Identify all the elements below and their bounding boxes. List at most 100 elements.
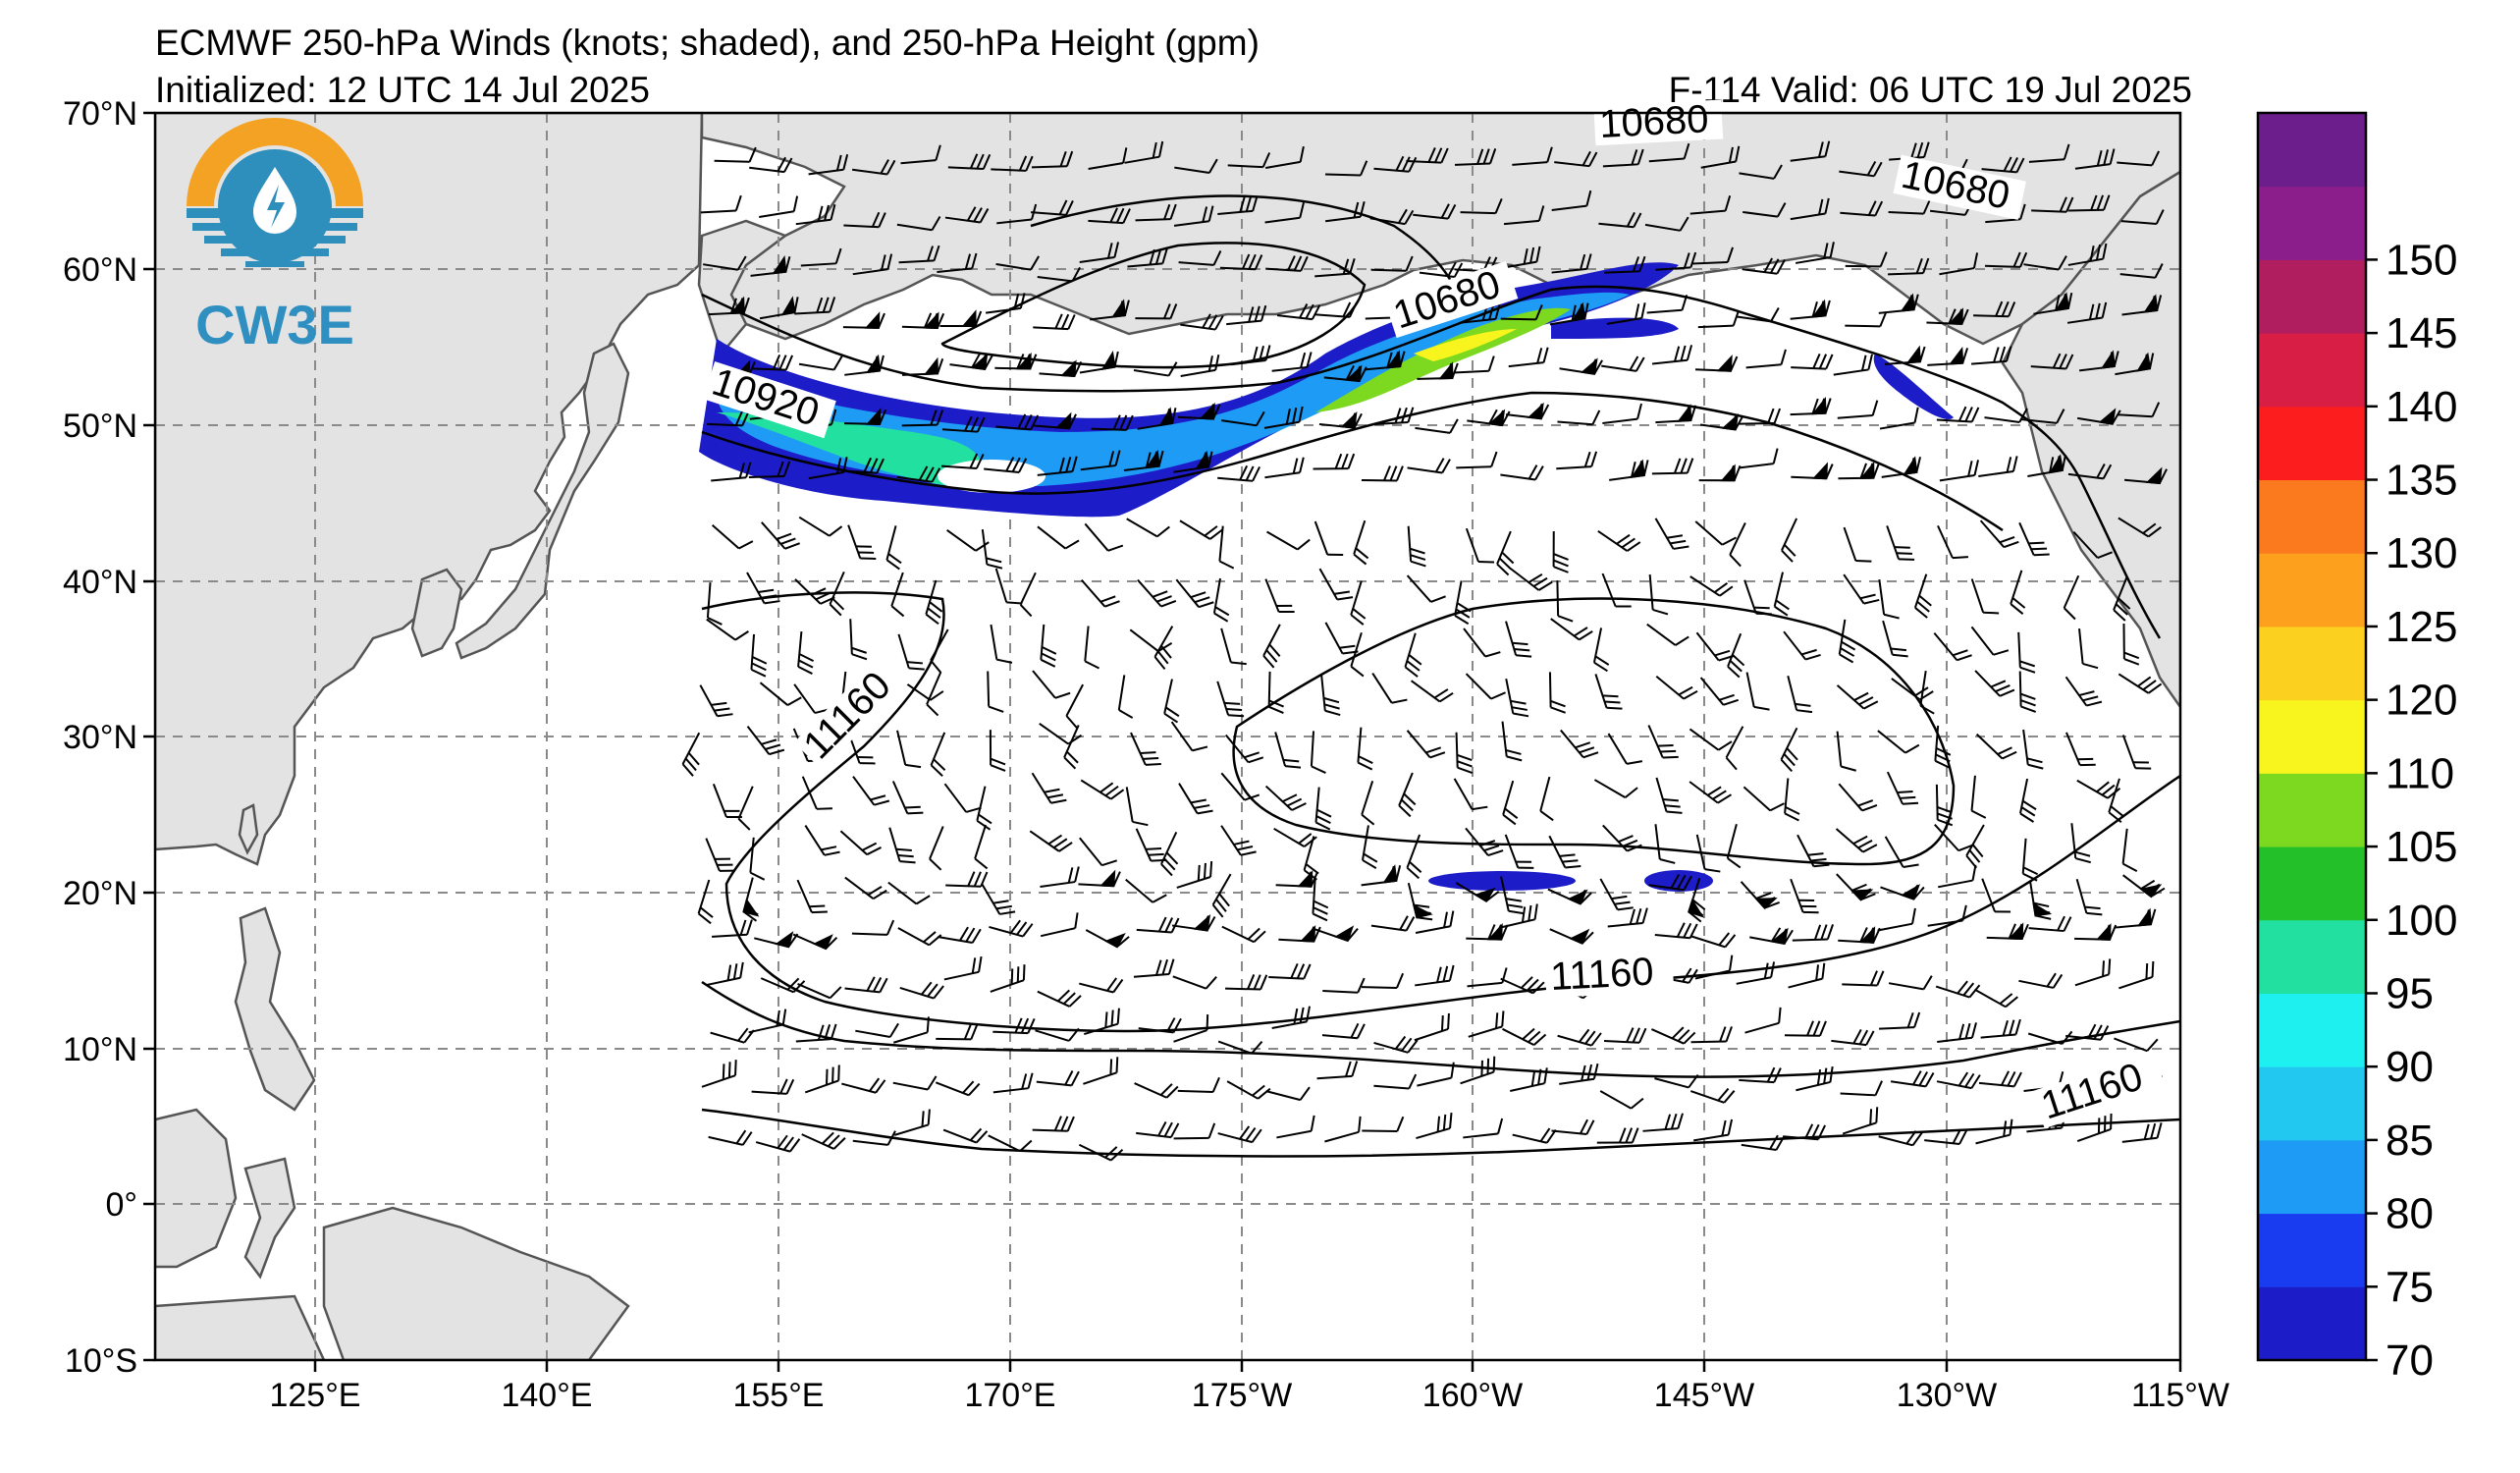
wind-barb — [1796, 1065, 1834, 1092]
wind-barb — [1700, 145, 1741, 169]
wind-barb — [1556, 580, 1574, 623]
wind-barb — [1316, 1061, 1359, 1080]
wind-barb — [1936, 406, 1980, 423]
wind-barb — [1598, 211, 1642, 229]
wind-barb — [1508, 347, 1549, 368]
wind-barb — [1084, 522, 1124, 552]
wind-barb — [2118, 960, 2155, 990]
wind-barb — [1881, 456, 1922, 478]
wind-barb — [842, 311, 885, 329]
map-title: ECMWF 250-hPa Winds (knots; shaded), and… — [155, 23, 1260, 63]
wind-barb — [844, 354, 885, 376]
colorbar-swatch — [2258, 919, 2366, 994]
wind-barb — [1505, 621, 1532, 658]
wind-barb — [1973, 300, 2016, 318]
wind-barb — [2070, 823, 2091, 864]
wind-barb — [1466, 922, 1509, 941]
wind-barb — [1599, 878, 1634, 911]
wind-barb — [1512, 146, 1553, 166]
colorbar-swatch — [2258, 846, 2366, 921]
wind-barb — [801, 776, 832, 810]
wind-barb — [847, 524, 877, 560]
wind-barb — [1790, 396, 1832, 416]
lon-label-160w: 160°W — [1422, 1377, 1523, 1414]
wind-barb — [1398, 772, 1417, 818]
wind-barb — [1416, 1113, 1453, 1139]
wind-barb — [1729, 522, 1746, 568]
wind-barb — [1455, 882, 1500, 902]
wind-barb — [852, 253, 893, 276]
wind-barb — [2118, 673, 2163, 694]
wind-barb — [1173, 1013, 1209, 1043]
wind-barb — [1599, 1090, 1644, 1110]
wind-barb — [1980, 1018, 2021, 1039]
lat-label-20n: 20°N — [63, 875, 137, 912]
wind-barb — [2114, 1037, 2159, 1053]
wind-barb — [974, 824, 989, 870]
wind-barb — [892, 1075, 938, 1091]
wind-barb — [1699, 677, 1740, 706]
wind-barb — [1788, 962, 1826, 989]
wind-barb — [1324, 1116, 1362, 1143]
wind-barb — [1836, 873, 1876, 901]
wind-barb — [841, 457, 885, 474]
contour-10920-b — [701, 391, 2004, 532]
wind-barb — [1083, 1057, 1119, 1085]
wind-barb — [1173, 205, 1214, 227]
wind-barb — [705, 838, 735, 872]
wind-barb — [1504, 834, 1534, 869]
wind-barb — [750, 633, 768, 678]
wind-barb — [2068, 194, 2111, 212]
colorbar-swatch — [2258, 553, 2366, 627]
wind-barb — [1796, 834, 1830, 868]
wind-barb — [2076, 779, 2121, 799]
wind-barb — [2078, 628, 2099, 670]
colorbar-swatch — [2258, 699, 2366, 774]
colorbar-frame — [2256, 111, 2368, 1362]
wind-barb — [1975, 733, 2017, 760]
japan-islands — [455, 342, 630, 660]
jet-streak-80kt — [717, 292, 1630, 486]
initialized-time: Initialized: 12 UTC 14 Jul 2025 — [155, 70, 650, 110]
wind-barb — [1838, 783, 1878, 812]
wind-barb — [1225, 974, 1268, 991]
wind-barb — [929, 826, 944, 871]
wind-barb — [1548, 835, 1582, 869]
wind-barb — [1080, 450, 1121, 471]
wind-barb — [1935, 980, 1981, 999]
map-layers — [155, 113, 2180, 1360]
wind-barb — [700, 194, 742, 214]
wind-barb — [2028, 143, 2070, 163]
wind-barb — [1550, 618, 1593, 641]
wind-barb — [1218, 525, 1235, 570]
wind-barb — [900, 144, 941, 165]
wind-barb — [1262, 624, 1281, 669]
wind-barb — [1655, 675, 1698, 700]
colorbar-swatch — [2258, 1286, 2366, 1361]
wind-barb — [1310, 731, 1326, 774]
wind-barb — [1510, 568, 1553, 591]
wind-barb — [1927, 346, 1969, 366]
wind-barb — [896, 465, 941, 483]
wind-barb — [1539, 776, 1554, 822]
wind-barb — [1877, 730, 1920, 754]
wind-barb — [2063, 574, 2080, 621]
lat-label-40n: 40°N — [63, 564, 137, 601]
wind-barb — [1501, 721, 1523, 762]
wind-barb — [1978, 456, 2018, 478]
wind-barb — [1219, 253, 1263, 271]
cw3e-logo: CW3E — [187, 118, 363, 355]
wind-barb — [1217, 1125, 1262, 1144]
wind-barb — [1350, 580, 1367, 626]
wind-barb — [1175, 578, 1214, 609]
wind-barb — [1690, 1026, 1733, 1044]
wind-barb — [746, 725, 785, 756]
wind-barb — [2121, 735, 2152, 770]
wind-barb — [1784, 1020, 1827, 1037]
wind-barb — [1548, 672, 1566, 714]
lat-label-60n: 60°N — [63, 251, 137, 289]
wind-barb — [1160, 831, 1179, 877]
wind-barb — [1125, 878, 1167, 903]
wind-barb — [1019, 572, 1037, 618]
wind-barb — [1134, 1082, 1179, 1099]
